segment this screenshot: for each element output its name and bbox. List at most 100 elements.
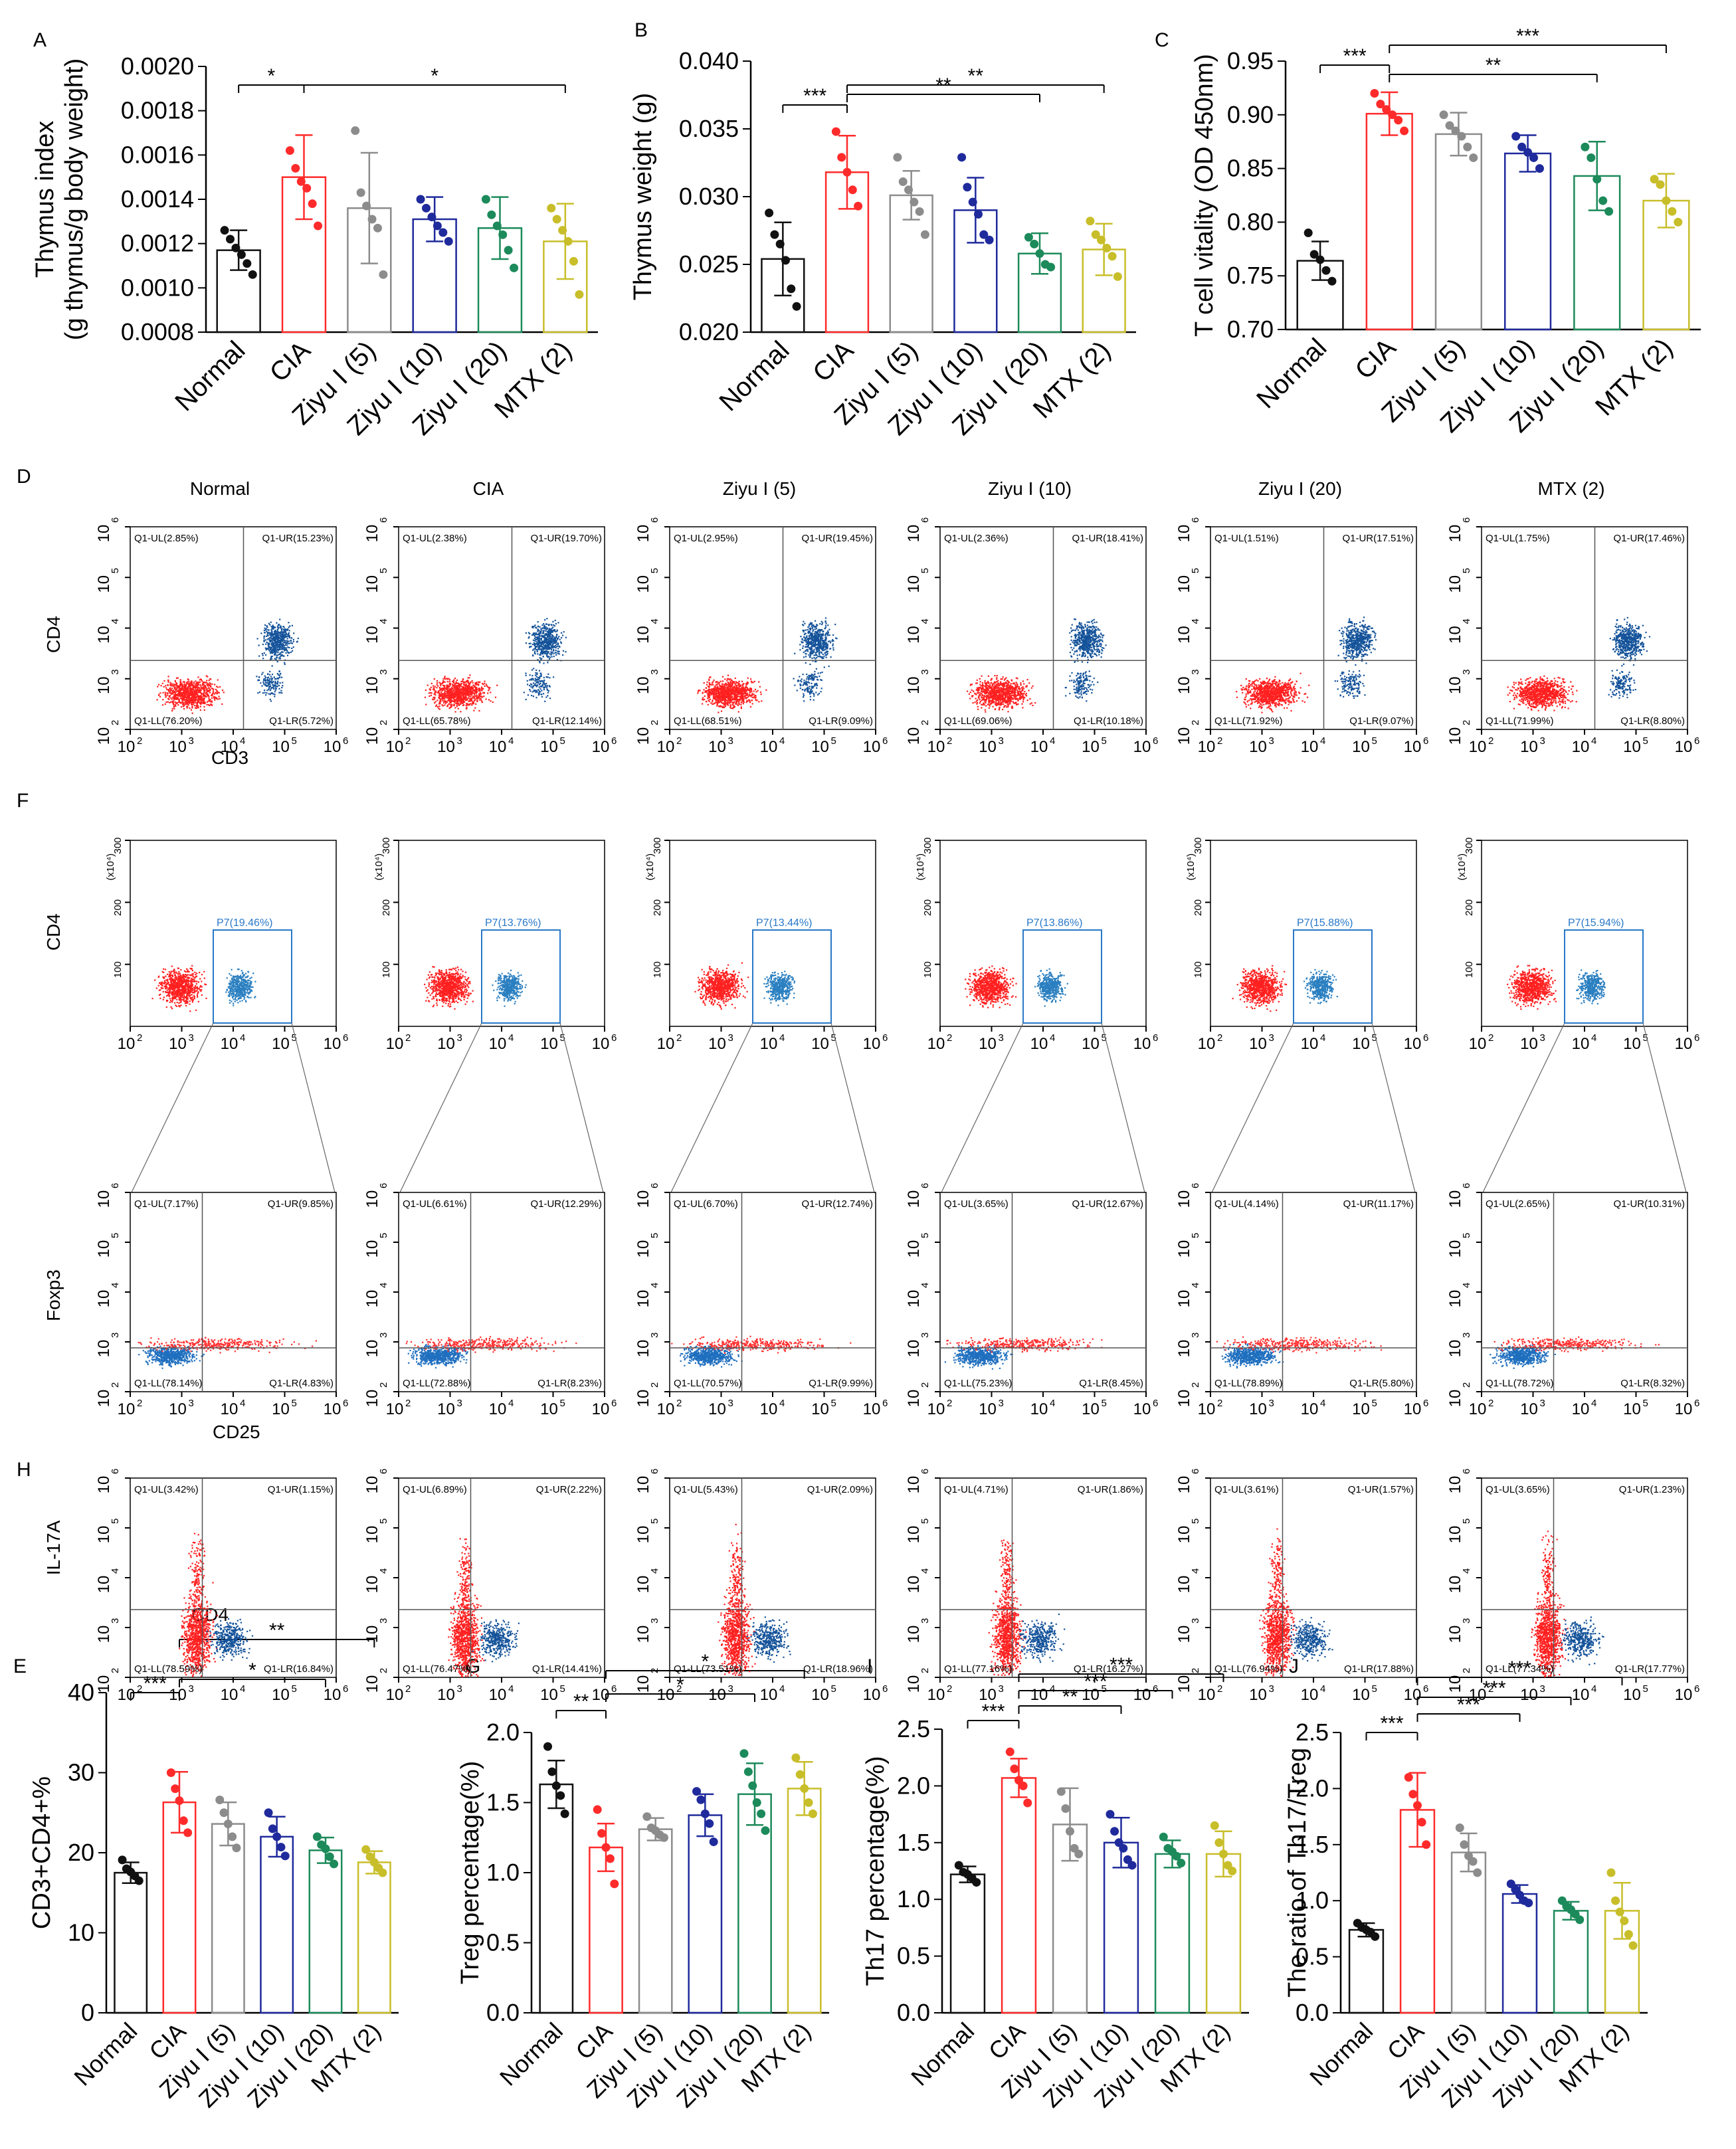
event-dot [189,684,191,686]
event-dot [268,637,271,639]
event-dot [458,686,460,688]
event-dot [266,685,268,687]
event-dot [187,695,189,697]
event-dot [753,680,755,682]
event-dot [278,636,280,638]
event-dot [472,703,474,705]
y-tick-exponent: 5 [649,568,660,573]
event-dot [216,693,218,695]
event-dot [532,678,534,680]
event-dot [537,653,539,655]
y-tick-label: 0.70 [1227,316,1274,343]
event-dot [472,688,474,690]
event-dot [442,684,444,686]
event-dot [718,698,720,700]
event-dot [805,662,807,664]
event-dot [538,670,541,672]
event-dot [546,628,548,630]
event-dot [740,707,742,709]
event-dot [549,640,551,642]
event-dot [206,688,208,690]
event-dot [475,686,477,688]
data-point [330,1859,339,1869]
event-dot [473,689,475,691]
event-dot [275,633,277,635]
event-dot [470,692,472,694]
event-dot [807,649,809,651]
significance-label: *** [1109,1654,1133,1676]
event-dot [444,695,446,697]
event-dot [202,702,205,704]
event-dot [551,647,553,649]
event-dot [547,662,549,664]
data-point [979,230,989,239]
event-dot [474,695,476,697]
event-dot [705,691,707,693]
event-dot [270,649,272,651]
event-dot [199,681,201,683]
event-dot [743,683,745,685]
event-dot [191,682,193,684]
event-dot [270,685,272,687]
event-dot [436,682,438,684]
event-dot [551,652,553,654]
event-dot [275,682,277,684]
event-dot [193,699,195,701]
event-dot [197,706,199,708]
event-dot [273,630,276,633]
x-tick-label: 10 [540,738,558,756]
event-dot [721,690,723,692]
event-dot [727,698,729,700]
event-dot [271,644,273,646]
event-dot [706,681,708,683]
event-dot [702,703,704,705]
event-dot [718,682,720,684]
event-dot [448,679,451,681]
event-dot [269,694,271,696]
event-dot [434,701,436,703]
event-dot [159,692,161,694]
y-tick-exponent: 2 [378,720,389,725]
event-dot [288,622,290,624]
event-dot [712,688,714,690]
event-dot [436,706,438,708]
event-dot [272,628,274,630]
event-dot [215,688,217,690]
event-dot [187,688,189,690]
event-dot [559,638,561,640]
event-dot [458,684,460,686]
event-dot [547,646,550,648]
event-dot [270,639,272,641]
event-dot [735,701,737,703]
event-dot [712,682,714,684]
event-dot [180,706,183,708]
event-dot [737,696,739,698]
event-dot [275,638,277,640]
data-point [1668,207,1677,216]
data-point [179,1816,188,1825]
event-dot [276,622,278,624]
data-point [795,1770,805,1779]
event-dot [172,702,174,704]
event-dot [167,698,169,700]
event-dot [182,698,184,700]
event-dot [184,696,186,698]
event-dot [452,691,454,693]
event-dot [173,697,175,699]
event-dot [828,634,830,636]
event-dot [442,681,444,683]
event-dot [561,636,563,639]
event-dot [202,693,204,695]
data-point [1102,244,1111,253]
event-dot [267,634,269,636]
event-dot [190,694,192,696]
event-dot [819,631,821,633]
event-dot [271,665,273,667]
event-dot [736,692,738,694]
event-dot [529,674,531,676]
event-dot [758,681,760,683]
event-dot [478,684,480,686]
event-dot [532,682,535,684]
event-dot [537,646,539,648]
